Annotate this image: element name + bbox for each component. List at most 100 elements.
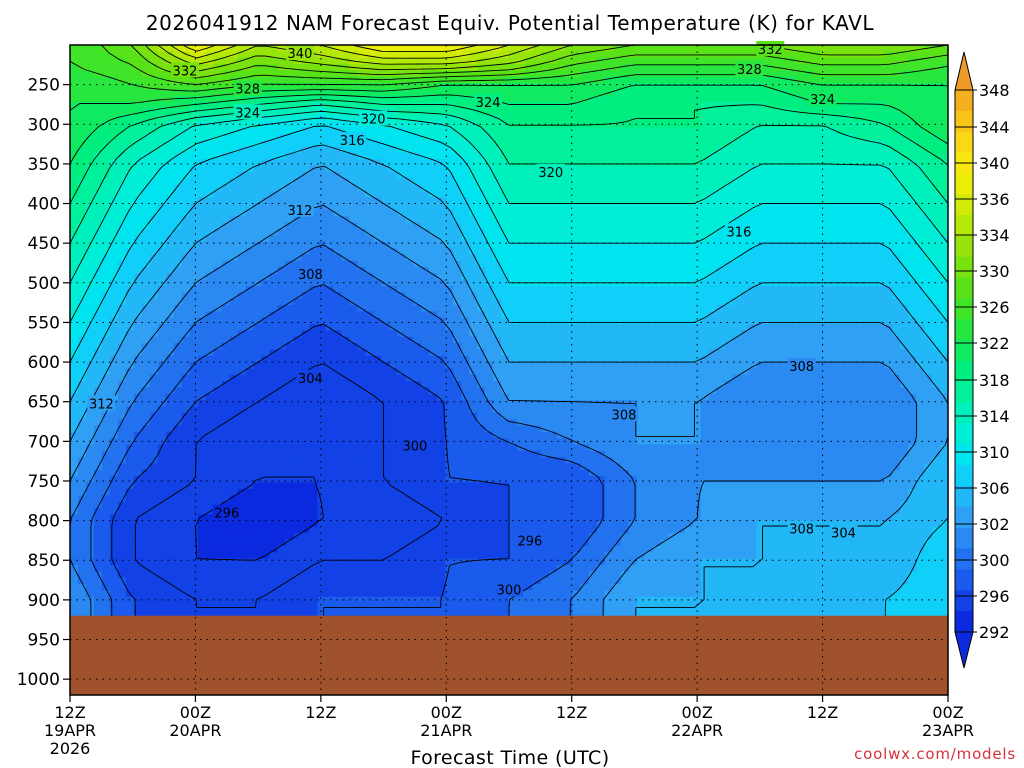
field-cell — [173, 203, 183, 211]
field-cell — [604, 285, 614, 293]
field-cell — [652, 70, 662, 78]
field-cell — [588, 114, 598, 122]
field-cell — [429, 292, 438, 300]
field-cell — [684, 159, 694, 167]
field-cell — [245, 178, 255, 186]
field-cell — [325, 241, 334, 249]
field-cell — [149, 178, 159, 186]
field-cell — [916, 254, 925, 262]
field-cell — [876, 95, 885, 103]
field-cell — [700, 165, 710, 173]
field-cell — [844, 121, 853, 129]
field-cell — [924, 273, 933, 281]
field-cell — [564, 159, 574, 167]
field-cell — [149, 70, 159, 78]
field-cell — [285, 305, 295, 312]
field-cell — [477, 247, 486, 255]
field-cell — [548, 260, 558, 268]
field-cell — [325, 171, 334, 179]
field-cell — [932, 311, 941, 319]
field-cell — [93, 102, 103, 110]
field-cell — [269, 260, 279, 268]
field-cell — [285, 247, 295, 255]
field-cell — [660, 190, 670, 198]
field-cell — [692, 266, 702, 274]
field-cell — [237, 254, 247, 262]
field-cell — [477, 228, 486, 236]
field-cell — [437, 241, 446, 249]
field-cell — [485, 121, 494, 129]
field-cell — [77, 171, 87, 179]
field-cell — [644, 95, 654, 103]
field-cell — [812, 273, 821, 281]
field-cell — [509, 152, 518, 160]
field-cell — [572, 76, 582, 84]
field-cell — [572, 89, 582, 97]
field-cell — [221, 330, 231, 338]
field-cell — [381, 83, 390, 90]
field-cell — [485, 260, 494, 268]
field-cell — [540, 273, 550, 281]
field-cell — [261, 197, 271, 205]
field-cell — [77, 140, 87, 148]
field-cell — [908, 203, 917, 211]
field-cell — [580, 102, 590, 110]
field-cell — [908, 324, 917, 331]
field-cell — [389, 127, 398, 135]
field-cell — [197, 216, 207, 224]
field-cell — [197, 133, 207, 141]
field-cell — [756, 305, 766, 312]
field-cell — [868, 127, 877, 135]
field-cell — [764, 102, 773, 110]
field-cell — [908, 102, 917, 110]
field-cell — [429, 228, 438, 236]
field-cell — [509, 260, 518, 268]
field-cell — [516, 260, 526, 268]
field-cell — [101, 311, 111, 319]
field-cell — [596, 108, 606, 116]
field-cell — [70, 159, 79, 167]
field-cell — [477, 209, 486, 217]
field-cell — [892, 108, 901, 116]
field-cell — [373, 57, 382, 65]
field-cell — [213, 171, 223, 179]
field-cell — [612, 305, 622, 312]
field-cell — [740, 324, 750, 331]
field-cell — [932, 108, 941, 116]
field-cell — [924, 108, 933, 116]
field-cell — [548, 89, 558, 97]
field-cell — [205, 235, 215, 243]
field-cell — [708, 89, 718, 97]
field-cell — [732, 273, 742, 281]
field-cell — [612, 171, 622, 179]
field-cell — [756, 184, 766, 192]
field-cell — [197, 102, 207, 110]
field-cell — [716, 114, 726, 122]
field-cell — [708, 254, 718, 262]
field-cell — [932, 165, 941, 173]
field-cell — [181, 108, 191, 116]
field-cell — [820, 311, 829, 319]
field-cell — [532, 222, 542, 230]
field-cell — [852, 285, 861, 293]
field-cell — [724, 171, 734, 179]
field-cell — [381, 57, 390, 65]
field-cell — [237, 184, 247, 192]
field-cell — [469, 51, 478, 59]
field-cell — [501, 140, 510, 148]
field-cell — [676, 159, 686, 167]
field-cell — [101, 247, 111, 255]
field-cell — [77, 70, 87, 78]
field-cell — [644, 209, 654, 217]
field-cell — [365, 247, 374, 255]
field-cell — [844, 45, 853, 52]
field-cell — [596, 152, 606, 160]
field-cell — [540, 178, 550, 186]
field-cell — [469, 70, 478, 78]
field-cell — [285, 330, 295, 338]
field-cell — [301, 317, 311, 325]
field-cell — [397, 216, 406, 224]
field-cell — [245, 140, 255, 148]
field-cell — [141, 83, 151, 90]
field-cell — [77, 133, 87, 141]
